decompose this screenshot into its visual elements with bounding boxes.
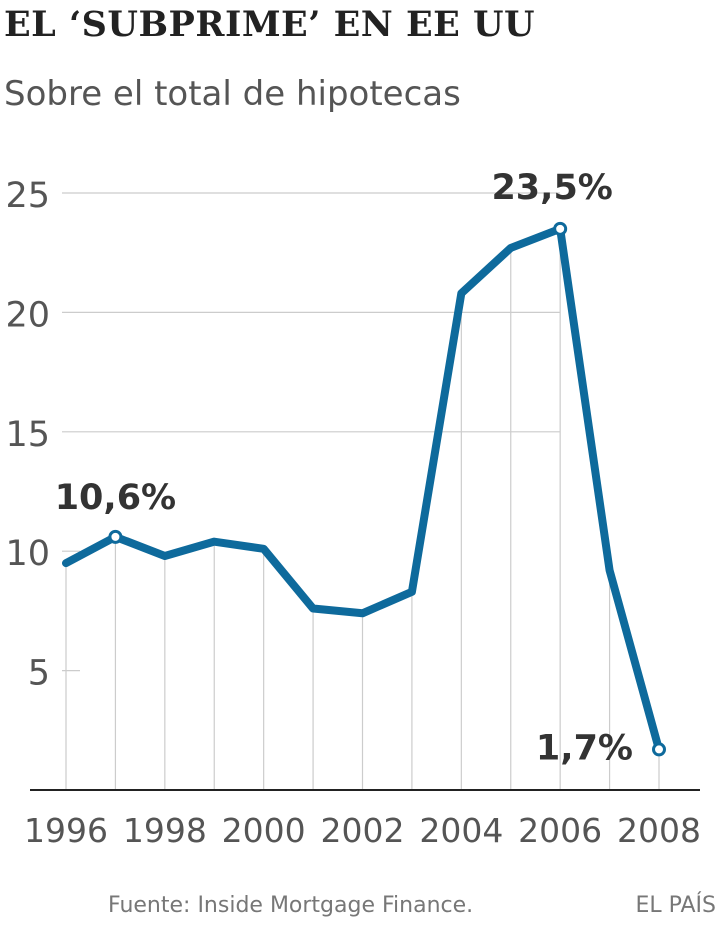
x-tick-label: 2008 (617, 811, 701, 850)
y-tick-label: 20 (5, 295, 50, 335)
x-tick-label: 2006 (518, 811, 602, 850)
annotation-marker (553, 221, 568, 236)
annotation-label: 10,6% (55, 478, 176, 518)
y-tick-label: 10 (5, 534, 50, 574)
x-tick-label: 2000 (222, 811, 306, 850)
annotation-label: 23,5% (491, 168, 612, 208)
grid-lines (62, 192, 660, 790)
annotation-label: 1,7% (536, 728, 633, 768)
x-axis-ticks: 1996 1998 2000 2002 2004 2006 2008 (24, 811, 701, 850)
x-tick-label: 2002 (321, 811, 405, 850)
y-tick-label: 15 (5, 415, 50, 455)
x-tick-label: 2004 (419, 811, 503, 850)
y-tick-label: 5 (28, 654, 50, 694)
annotation-marker (652, 742, 666, 757)
annotation-marker (108, 529, 123, 544)
annotation-labels: 10,6% 23,5% 1,7% (55, 168, 633, 769)
annotation-markers (108, 221, 666, 757)
brand-logo-text: EL PAÍS (635, 893, 716, 918)
source-note: Fuente: Inside Mortgage Finance. (108, 893, 474, 918)
x-tick-label: 1998 (123, 811, 207, 850)
chart-title: EL ‘SUBPRIME’ EN EE UU (4, 4, 536, 45)
x-tick-label: 1996 (24, 811, 108, 850)
y-tick-label: 25 (5, 176, 50, 216)
chart-subtitle: Sobre el total de hipotecas (4, 74, 461, 114)
y-axis-ticks: 5 10 15 20 25 (5, 176, 50, 694)
